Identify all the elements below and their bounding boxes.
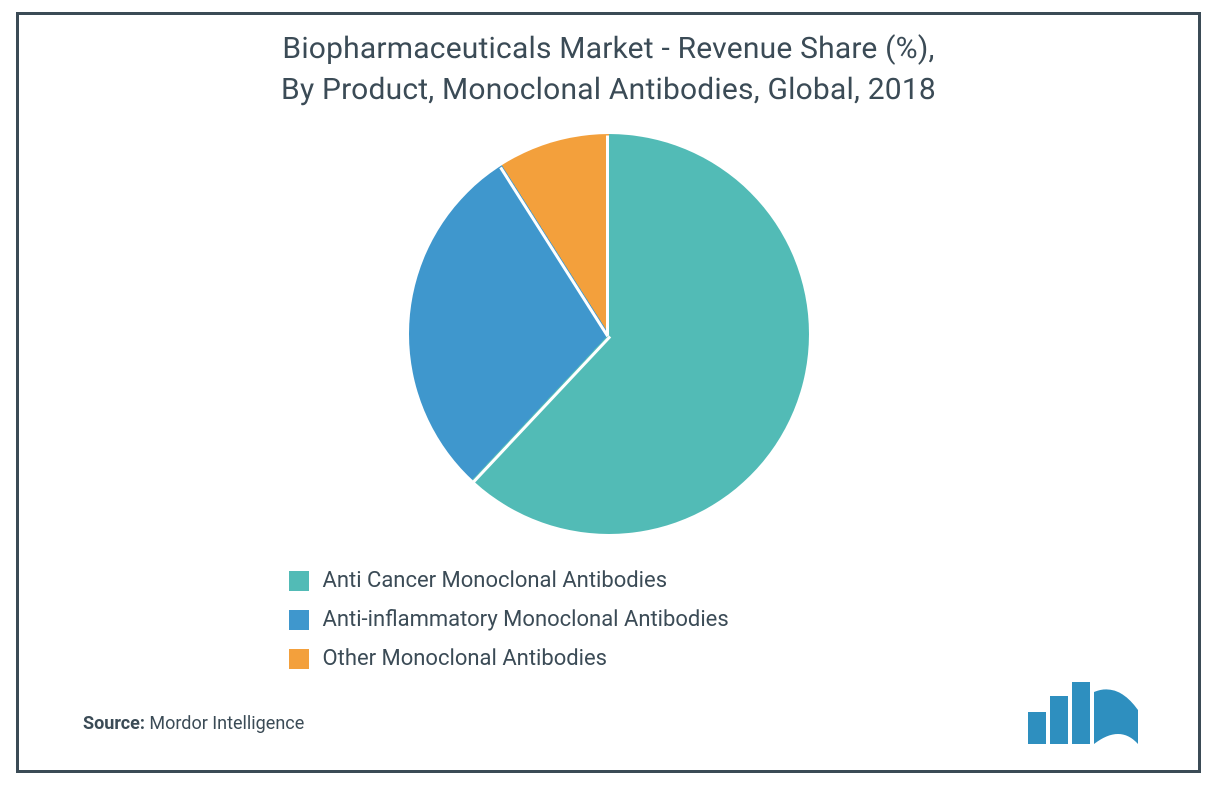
legend: Anti Cancer Monoclonal Antibodies Anti-in… [289,568,929,671]
chart-title-line2: By Product, Monoclonal Antibodies, Globa… [281,72,936,107]
legend-swatch [289,610,309,630]
legend-label: Anti Cancer Monoclonal Antibodies [323,568,668,593]
source-prefix: Source: [83,713,145,734]
legend-label: Other Monoclonal Antibodies [323,646,608,671]
source-attribution: Source: Mordor Intelligence [83,713,304,734]
legend-item: Anti Cancer Monoclonal Antibodies [289,568,929,593]
chart-frame: Biopharmaceuticals Market - Revenue Shar… [16,12,1201,773]
chart-title: Biopharmaceuticals Market - Revenue Shar… [19,15,1198,110]
pie-slice-separator [499,167,609,337]
mordor-logo-icon [1028,682,1138,744]
legend-swatch [289,649,309,669]
source-text: Mordor Intelligence [149,713,304,734]
legend-label: Anti-inflammatory Monoclonal Antibodies [323,607,729,632]
pie-slice-separator [472,336,611,484]
pie-chart [409,134,809,534]
legend-swatch [289,571,309,591]
legend-item: Anti-inflammatory Monoclonal Antibodies [289,607,929,632]
legend-item: Other Monoclonal Antibodies [289,646,929,671]
pie-chart-container [19,134,1198,534]
pie-slice-separator [606,136,609,336]
chart-title-line1: Biopharmaceuticals Market - Revenue Shar… [282,31,934,66]
